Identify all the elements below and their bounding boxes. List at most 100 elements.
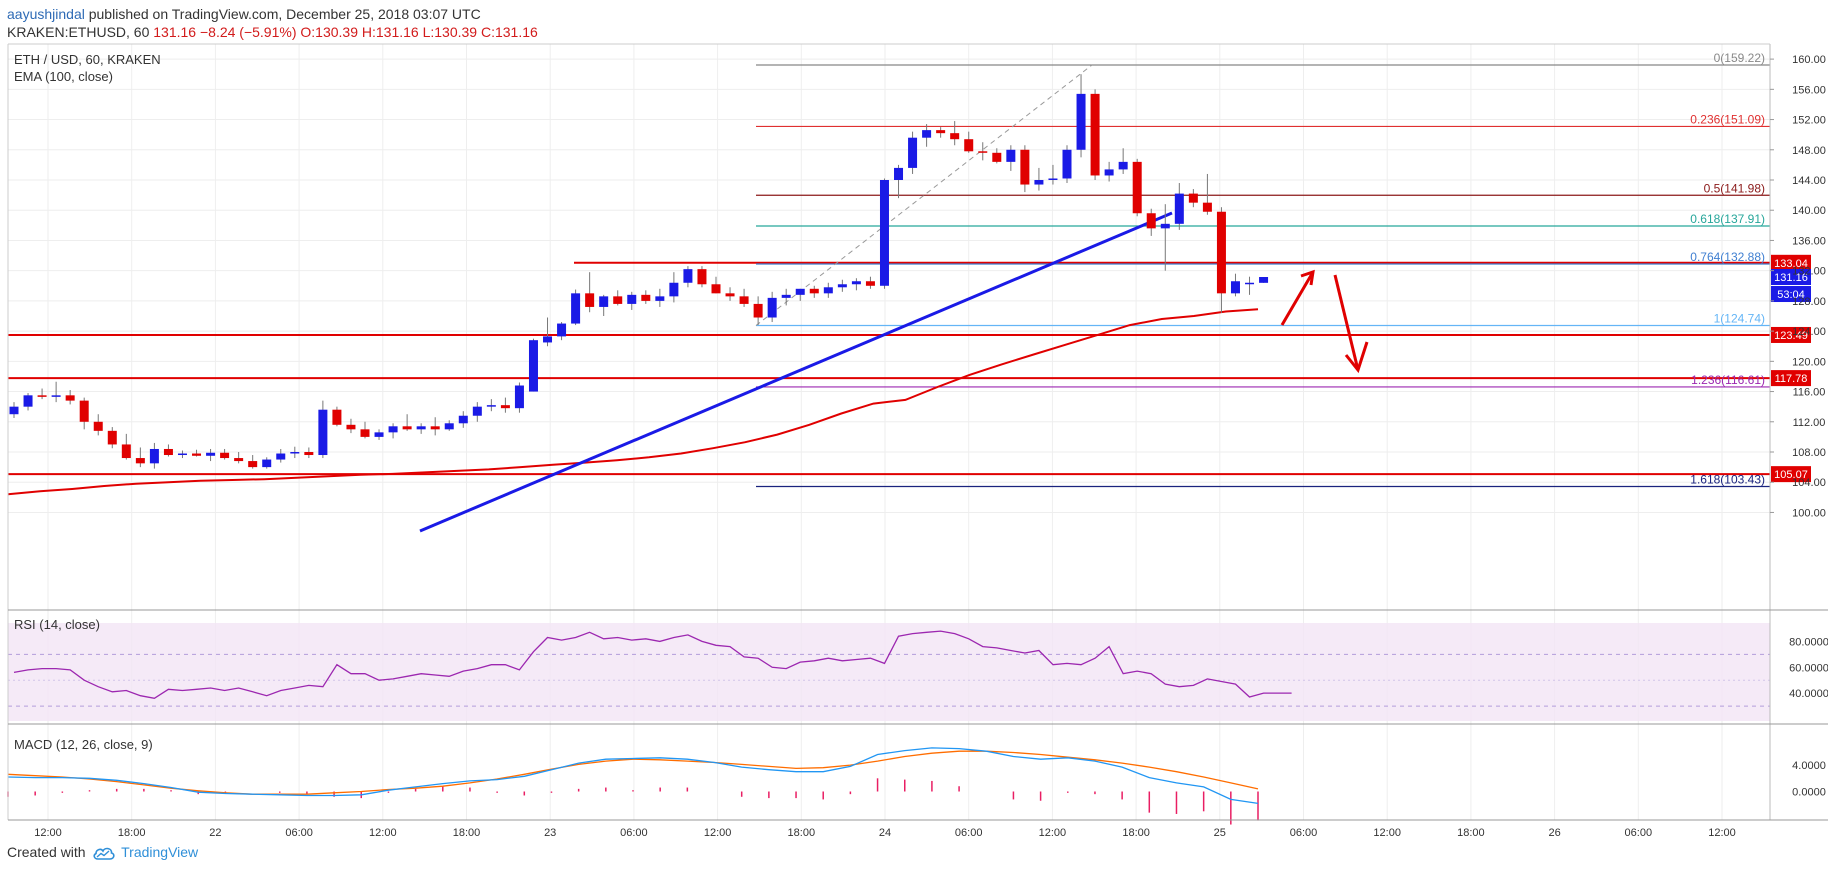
time-tick-label: 06:00 [955, 827, 983, 839]
chart-header: aayushjindal published on TradingView.co… [0, 0, 1828, 44]
author-link[interactable]: aayushjindal [7, 6, 85, 22]
time-tick-label: 18:00 [1457, 827, 1485, 839]
publish-info: published on TradingView.com, December 2… [88, 6, 481, 22]
candle-bull [486, 405, 496, 407]
candle-bear [65, 395, 75, 401]
candle-bull [1118, 161, 1128, 170]
price-tick-label: 152.00 [1792, 115, 1826, 127]
candle-bull [416, 426, 426, 430]
candle-bull [879, 180, 889, 286]
candle-bull [23, 395, 33, 407]
time-tick-label: 12:00 [1708, 827, 1736, 839]
candle-bear [37, 395, 47, 397]
time-tick-label: 23 [544, 827, 556, 839]
candle-bear [641, 294, 651, 301]
fib-anchor-line [755, 64, 1093, 326]
candle-bull [1006, 149, 1016, 162]
candle-bull [528, 340, 538, 392]
level-label-support-105: 105.07 [1774, 469, 1808, 481]
ema-legend: EMA (100, close) [14, 69, 113, 84]
footer-brand[interactable]: TradingView [121, 844, 199, 860]
candle-bull [1062, 149, 1072, 179]
candle-bull [683, 269, 693, 283]
time-tick-label: 12:00 [34, 827, 62, 839]
fib-label-1-236: 1.236(116.61) [1691, 373, 1765, 387]
price-tick-label: 128.00 [1792, 296, 1826, 308]
candlesticks [9, 74, 1269, 469]
candle-bull [262, 459, 272, 468]
candle-bull [458, 415, 468, 424]
level-label-resistance-133: 133.04 [1774, 258, 1808, 270]
level-tag-support-105 [1771, 466, 1811, 483]
candle-bear [360, 429, 370, 437]
candle-bear [936, 130, 946, 134]
footer-created: Created with [7, 844, 86, 860]
candle-bull [1230, 281, 1240, 294]
time-tick-label: 06:00 [1290, 827, 1318, 839]
candle-bear [753, 303, 763, 318]
candle-bear [332, 409, 342, 425]
rsi-tick-label: 40.0000 [1789, 688, 1828, 700]
publish-line: aayushjindal published on TradingView.co… [7, 6, 481, 22]
time-tick-label: 18:00 [118, 827, 146, 839]
candle-bear [697, 269, 707, 285]
time-tick-label: 24 [879, 827, 891, 839]
candle-bull [599, 296, 609, 307]
macd-signal-line [7, 750, 1259, 795]
candle-bear [1146, 213, 1156, 229]
candle-bear [500, 405, 510, 409]
price-tick-label: 156.00 [1792, 84, 1826, 96]
ascending-trendline [419, 211, 1173, 533]
candle-bear [809, 288, 819, 294]
up-arrow-line [1280, 271, 1315, 326]
level-label-support-123: 123.49 [1774, 330, 1808, 342]
candle-bull [1245, 282, 1255, 285]
candle-bear [192, 453, 202, 456]
rsi-band [8, 623, 1770, 721]
candle-bull [795, 288, 805, 295]
candle-bear [220, 452, 230, 459]
candle-bear [234, 458, 244, 462]
footer: Created with TradingView [7, 844, 198, 860]
rsi-tick-label: 80.0000 [1789, 636, 1828, 648]
candle-bear [739, 296, 749, 304]
ticker-symbol: KRAKEN:ETHUSD, 60 [7, 24, 150, 40]
candle-bull [290, 452, 300, 454]
price-tick-label: 148.00 [1792, 145, 1826, 157]
candle-bear [346, 424, 356, 430]
countdown-label: 53:04 [1777, 289, 1805, 301]
candle-bull [51, 395, 61, 397]
fibonacci-retracement: 0(159.22) 0.236(151.09) 0.5(141.98) 0.618(1… [755, 51, 1770, 488]
fib-label-0-764: 0.764(132.88) [1690, 250, 1765, 264]
ema-100-line [7, 308, 1259, 496]
macd-pane: 4.0000 0.0000 [7, 747, 1826, 825]
candle-bear [93, 421, 103, 431]
grid-lines [8, 44, 1770, 820]
price-tick-label: 120.00 [1792, 356, 1826, 368]
candle-bear [613, 296, 623, 304]
level-tag-support-123 [1771, 326, 1811, 343]
candle-bull [276, 453, 286, 460]
candle-bull [908, 137, 918, 168]
price-tick-label: 136.00 [1792, 235, 1826, 247]
candle-bull [1048, 178, 1058, 180]
price-tick-label: 116.00 [1793, 387, 1826, 399]
fib-label-0: 0(159.22) [1714, 51, 1765, 65]
candle-bull [1034, 180, 1044, 185]
candle-bear [711, 284, 721, 294]
candle-bull [557, 323, 567, 337]
candle-bear [978, 151, 988, 153]
time-tick-label: 12:00 [704, 827, 732, 839]
candle-bear [865, 281, 875, 286]
fib-label-0-5: 0.5(141.98) [1704, 181, 1765, 195]
candle-bear [163, 448, 173, 456]
macd-tick-label: 4.0000 [1792, 760, 1826, 772]
candle-bear [725, 293, 735, 297]
candle-bull [388, 426, 398, 433]
candle-bull [851, 281, 861, 285]
candle-bull [514, 385, 524, 409]
time-tick-label: 18:00 [453, 827, 481, 839]
price-tick-label: 140.00 [1792, 205, 1826, 217]
tradingview-cloud-icon [93, 847, 116, 860]
